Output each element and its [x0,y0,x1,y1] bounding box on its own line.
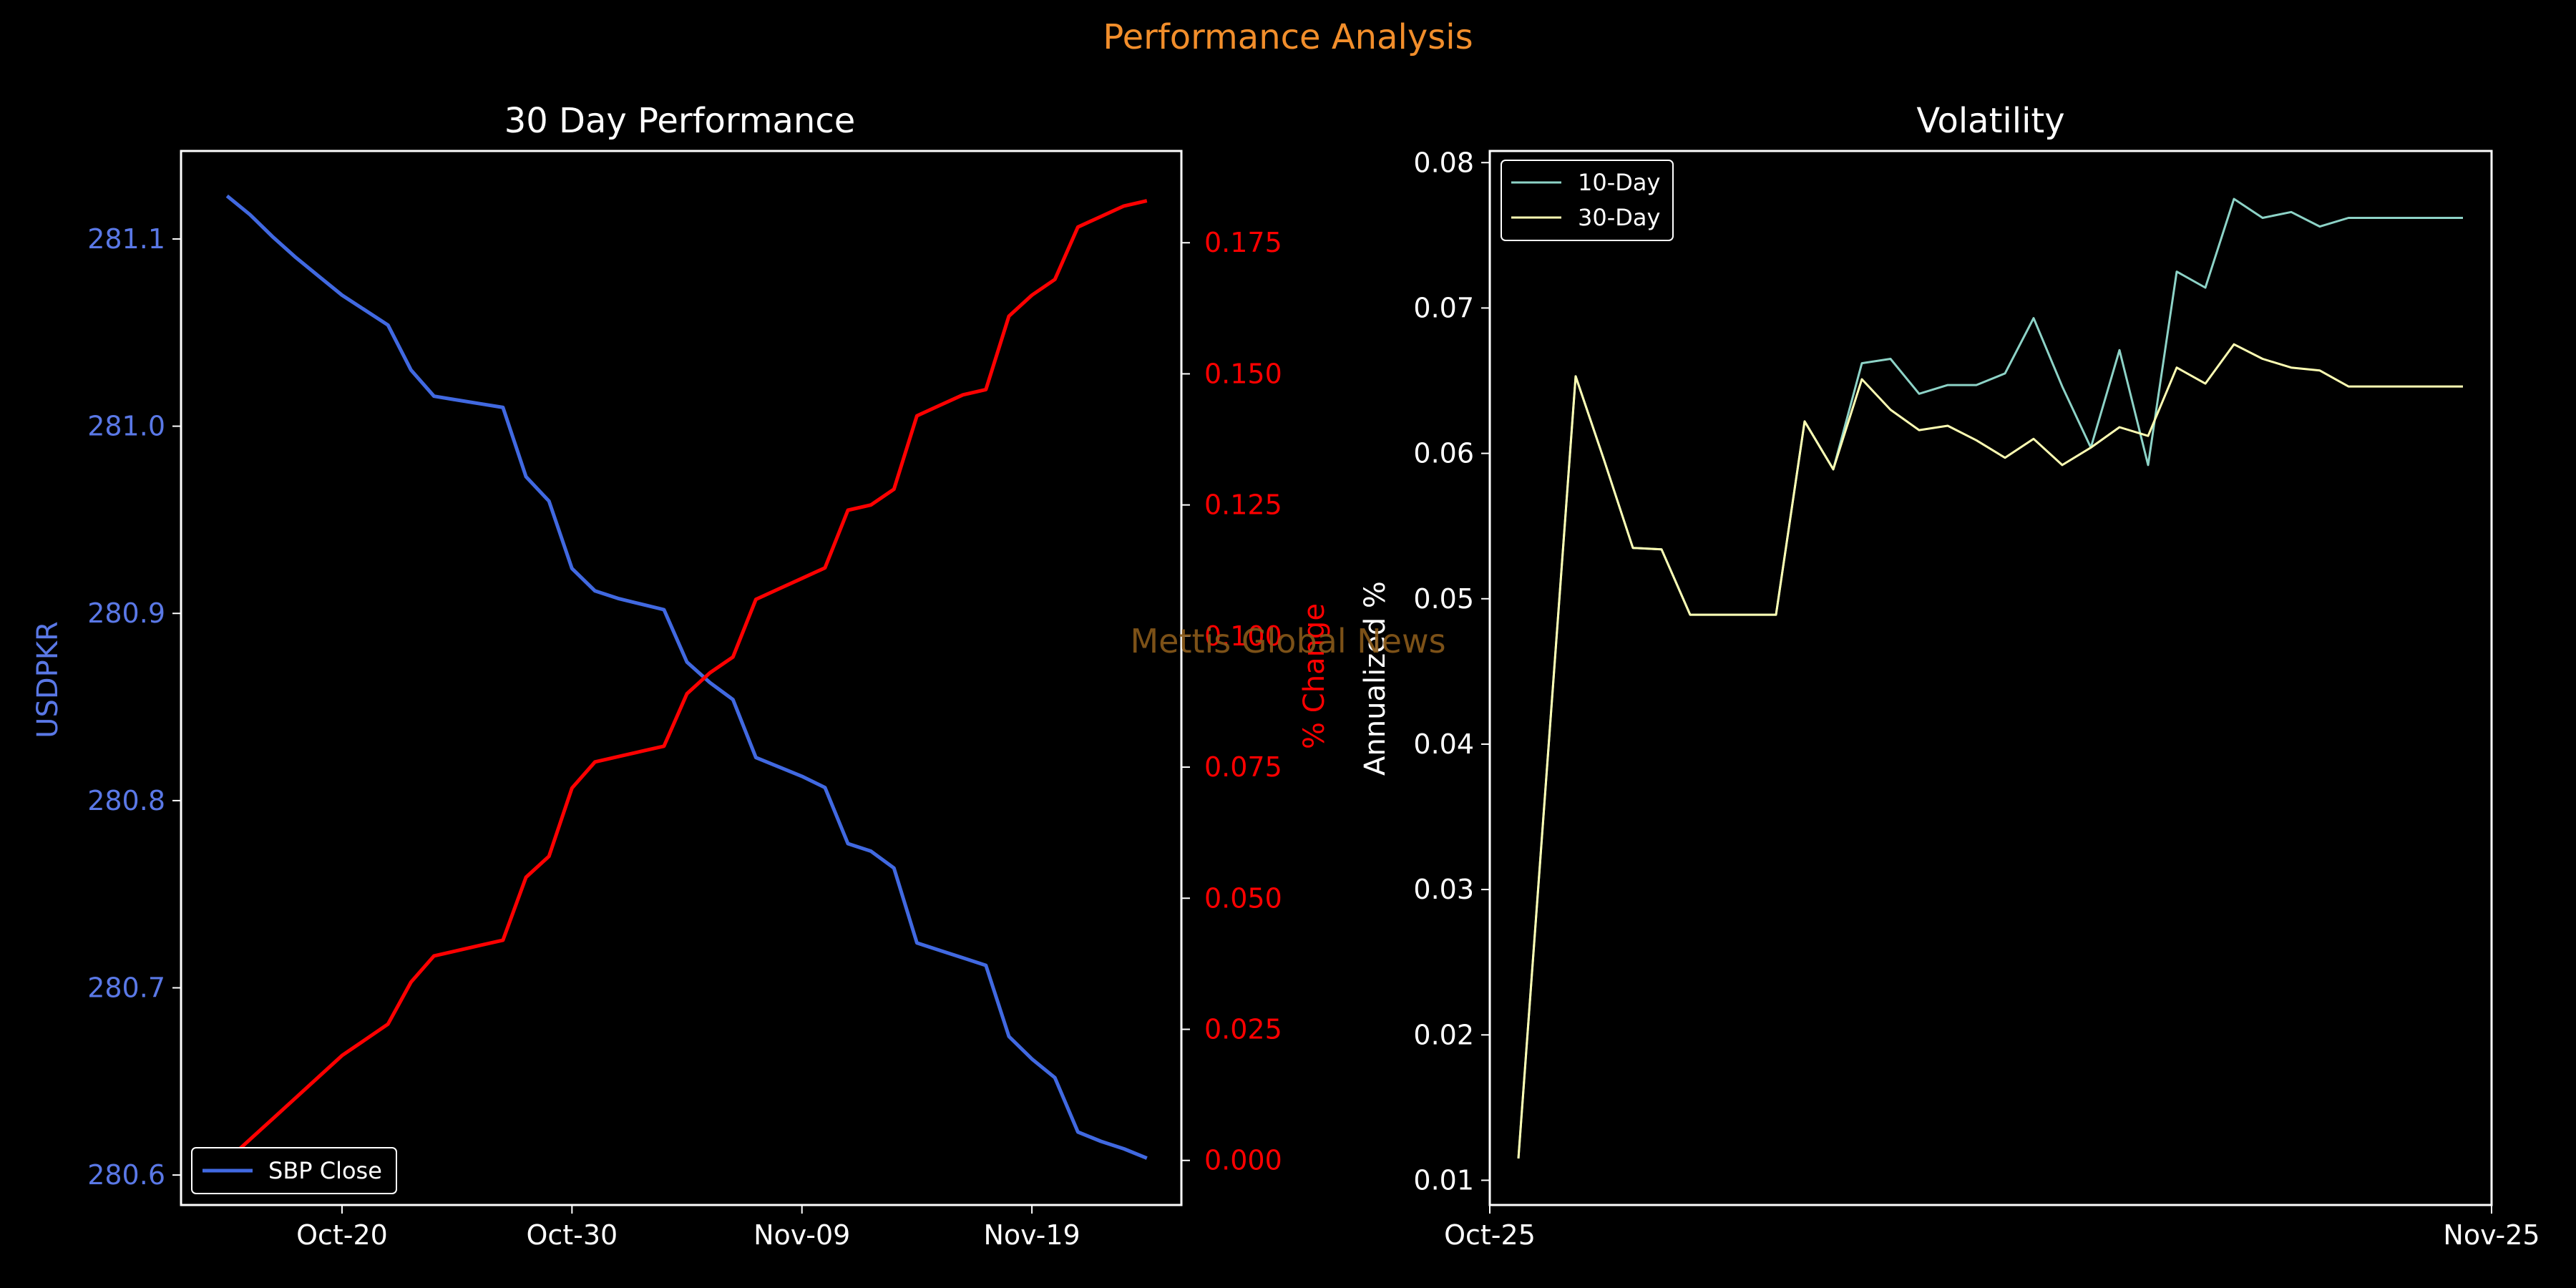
volatility-plot-frame [1488,150,2493,1206]
volatility-y-axis-label: Annualized % [1359,581,1392,776]
legend-30-day-label: 30-Day [1578,204,1660,231]
y-tick-label: 0.07 [1413,292,1474,323]
performance-chart: 30 Day Performance USDPKR % Change 280.6… [31,101,1331,1251]
x-tick-label: Oct-30 [526,1219,618,1251]
y-tick-label: 0.05 [1413,583,1474,615]
y2-tick-label: 0.150 [1204,358,1282,389]
y-tick-label: 280.9 [87,597,165,629]
series-pct-change-line [225,199,1148,1162]
volatility-chart-title: Volatility [1916,101,2064,141]
x-tick-label: Nov-25 [2443,1219,2540,1251]
legend-10-day-label: 10-Day [1578,169,1660,196]
performance-plot-frame [180,150,1183,1206]
figure-title: Performance Analysis [1103,17,1473,57]
volatility-legend-box [1501,160,1674,241]
series-30-day-line [1517,343,2463,1159]
volatility-legend: 10-Day 30-Day [1501,160,1674,241]
y-tick-label: 280.6 [87,1159,165,1191]
legend-sbp-close-label: SBP Close [268,1157,382,1184]
y2-tick-label: 0.125 [1204,489,1282,521]
performance-legend-box [191,1147,397,1194]
performance-chart-title: 30 Day Performance [504,101,856,141]
y2-tick-label: 0.000 [1204,1145,1282,1176]
y-tick-label: 0.02 [1413,1019,1474,1050]
y-tick-label: 0.04 [1413,728,1474,760]
y2-tick-label: 0.100 [1204,620,1282,652]
x-tick-label: Oct-20 [296,1219,388,1251]
x-tick-label: Nov-09 [753,1219,850,1251]
y2-tick-label: 0.175 [1204,227,1282,258]
y-tick-label: 280.7 [87,972,165,1004]
y-tick-label: 0.06 [1413,438,1474,469]
y-tick-label: 0.03 [1413,874,1474,905]
y2-tick-label: 0.050 [1204,882,1282,914]
y2-tick-label: 0.075 [1204,751,1282,783]
performance-y-axis-label: USDPKR [31,621,64,738]
y-tick-label: 281.1 [87,223,165,255]
y-tick-label: 0.08 [1413,147,1474,178]
performance-legend: SBP Close [191,1147,397,1194]
y-tick-label: 280.8 [87,785,165,816]
y-tick-label: 0.01 [1413,1164,1474,1196]
y-tick-label: 281.0 [87,411,165,442]
x-tick-label: Nov-19 [983,1219,1080,1251]
y2-tick-label: 0.025 [1204,1014,1282,1045]
x-tick-label: Oct-25 [1444,1219,1536,1251]
performance-y2-axis-label: % Change [1298,603,1331,749]
watermark: Mettis Global News [1130,622,1445,660]
volatility-chart: Volatility Annualized % 0.01 0.02 0.03 0.04… [1359,101,2540,1251]
series-sbp-close-line [225,194,1148,1160]
